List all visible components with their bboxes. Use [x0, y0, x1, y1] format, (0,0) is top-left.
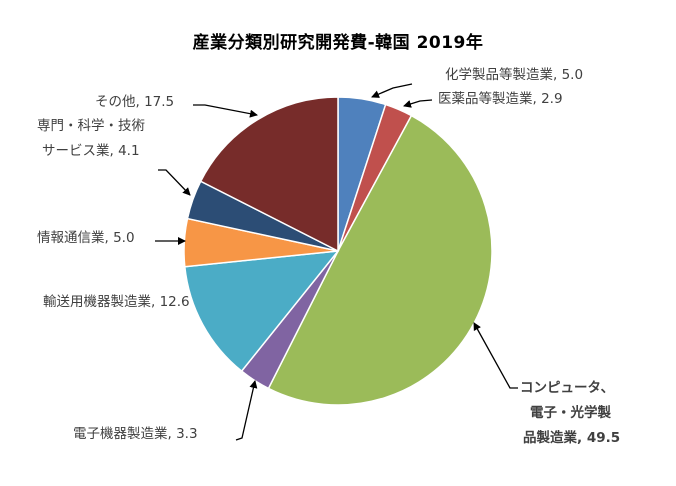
- leader-electric: [235, 380, 258, 441]
- pie-slices: [183, 96, 493, 406]
- label-ict: 情報通信業, 5.0: [37, 230, 135, 246]
- label-prof-line1: 専門・科学・技術: [37, 118, 145, 134]
- label-electric: 電子機器製造業, 3.3: [73, 426, 198, 442]
- leader-prof: [158, 169, 191, 196]
- chart-title: 産業分類別研究開発費-韓国 2019年: [192, 33, 484, 53]
- label-transport: 輸送用機器製造業, 12.6: [43, 294, 190, 310]
- pie-slice: [183, 250, 340, 373]
- pie-slice: [199, 96, 339, 253]
- leader-computer: [473, 322, 518, 389]
- leader-chem: [371, 83, 413, 98]
- label-computer-line1: コンピュータ、: [520, 380, 615, 396]
- label-pharma: 医薬品等製造業, 2.9: [438, 91, 563, 107]
- leader-pharma: [403, 99, 433, 108]
- label-prof-line2: サービス業, 4.1: [42, 143, 140, 159]
- label-other: その他, 17.5: [95, 94, 175, 110]
- label-computer-line3: 品製造業, 49.5: [523, 430, 621, 446]
- label-chem: 化学製品等製造業, 5.0: [445, 67, 584, 83]
- leader-lines: [155, 83, 518, 441]
- label-computer-line2: 電子・光学製: [530, 405, 611, 421]
- leader-other: [193, 104, 258, 118]
